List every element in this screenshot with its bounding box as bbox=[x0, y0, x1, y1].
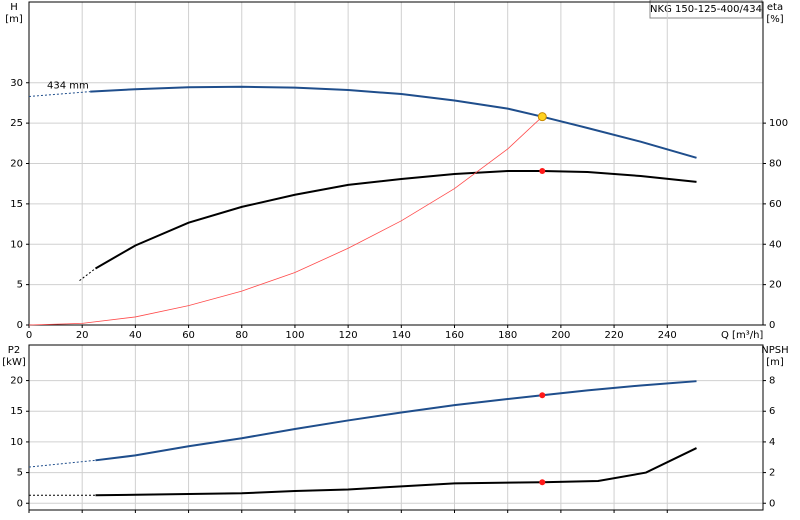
y-axis-label: [kW] bbox=[2, 357, 26, 368]
x-tick-label: 40 bbox=[129, 330, 142, 341]
x-tick-label: 80 bbox=[235, 330, 248, 341]
y-tick-label: 20 bbox=[10, 376, 23, 387]
x-tick-label: 120 bbox=[339, 330, 358, 341]
y-tick-label: 5 bbox=[17, 468, 23, 479]
curve bbox=[79, 268, 96, 281]
y2-tick-label: 40 bbox=[769, 239, 782, 250]
y2-tick-label: 100 bbox=[769, 118, 788, 129]
y2-axis-label: [m] bbox=[766, 357, 784, 368]
curve bbox=[28, 116, 543, 326]
title-box bbox=[649, 0, 763, 19]
y-axis-label: [m] bbox=[5, 14, 23, 25]
y-tick-label: 25 bbox=[10, 118, 23, 129]
operating-point bbox=[539, 392, 546, 399]
y2-tick-label: 20 bbox=[769, 280, 782, 291]
y2-tick-label: 4 bbox=[769, 437, 775, 448]
y2-tick-label: 60 bbox=[769, 199, 782, 210]
y2-axis-label: NPSH bbox=[761, 345, 788, 356]
x-tick-label: 180 bbox=[498, 330, 517, 341]
y2-tick-label: 8 bbox=[769, 376, 775, 387]
x-tick-label: 100 bbox=[285, 330, 304, 341]
curve bbox=[94, 169, 697, 270]
x-tick-label: 220 bbox=[605, 330, 624, 341]
y2-tick-label: 80 bbox=[769, 159, 782, 170]
y-tick-label: 0 bbox=[17, 320, 23, 331]
y2-tick-label: 2 bbox=[769, 468, 775, 479]
y2-tick-label: 0 bbox=[769, 498, 775, 509]
x-tick-label: 240 bbox=[658, 330, 677, 341]
x-tick-label: 0 bbox=[26, 330, 32, 341]
y2-axis-label: [%] bbox=[766, 14, 783, 25]
x-tick-label: 20 bbox=[76, 330, 89, 341]
curve bbox=[90, 85, 697, 159]
operating-point bbox=[537, 112, 547, 122]
plot-frame bbox=[28, 1, 764, 326]
y-axis-label: H bbox=[10, 2, 18, 13]
y-tick-label: 5 bbox=[17, 280, 23, 291]
y-axis-label: P2 bbox=[8, 345, 20, 356]
y2-axis-label: eta bbox=[767, 2, 783, 13]
y2-tick-label: 0 bbox=[769, 320, 775, 331]
y-tick-label: 20 bbox=[10, 159, 23, 170]
curve bbox=[28, 459, 96, 468]
y-tick-label: 30 bbox=[10, 78, 23, 89]
curve bbox=[95, 380, 697, 462]
y-tick-label: 10 bbox=[10, 437, 23, 448]
operating-point bbox=[539, 167, 546, 174]
x-tick-label: 160 bbox=[445, 330, 464, 341]
y-tick-label: 0 bbox=[17, 498, 23, 509]
operating-point bbox=[539, 479, 546, 486]
curve bbox=[95, 447, 697, 497]
y2-tick-label: 6 bbox=[769, 406, 775, 417]
x-tick-label: 60 bbox=[182, 330, 195, 341]
annotation: 434 mm bbox=[47, 80, 89, 91]
x-tick-label: 140 bbox=[392, 330, 411, 341]
x-tick-label: 200 bbox=[551, 330, 570, 341]
plot-frame bbox=[28, 344, 764, 511]
y-tick-label: 15 bbox=[10, 406, 23, 417]
chart-title: NKG 150-125-400/434 bbox=[650, 4, 762, 15]
curve bbox=[28, 91, 91, 97]
y-tick-label: 10 bbox=[10, 239, 23, 250]
x-axis-label: Q [m³/h] bbox=[721, 330, 763, 341]
y-tick-label: 15 bbox=[10, 199, 23, 210]
